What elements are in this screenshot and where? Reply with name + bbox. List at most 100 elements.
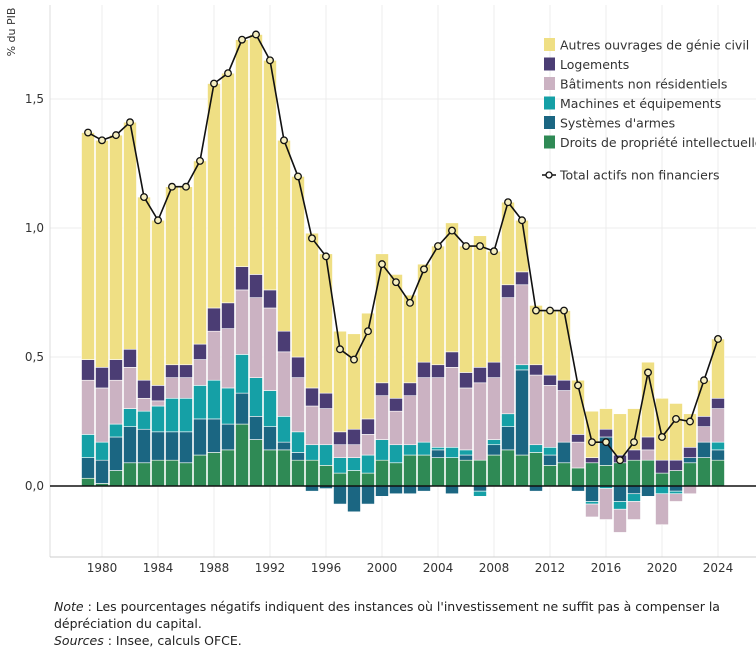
bar-segment bbox=[403, 444, 417, 456]
bar-segment bbox=[81, 359, 95, 381]
bar-segment bbox=[431, 245, 445, 366]
bar-segment bbox=[333, 472, 347, 487]
bar-segment bbox=[389, 462, 403, 487]
bar-segment bbox=[305, 485, 319, 492]
bar-segment bbox=[529, 485, 543, 492]
note-label: Note bbox=[54, 599, 84, 614]
bar-segment bbox=[235, 266, 249, 291]
bar-segment bbox=[291, 452, 305, 461]
bar-segment bbox=[151, 400, 165, 407]
bar-segment bbox=[263, 59, 277, 291]
bar-segment bbox=[697, 457, 711, 487]
bar-segment bbox=[95, 459, 109, 484]
bar-segment bbox=[109, 470, 123, 487]
bar-segment bbox=[361, 485, 375, 505]
bar-segment bbox=[291, 356, 305, 378]
bar-segment bbox=[361, 472, 375, 487]
bar-segment bbox=[389, 444, 403, 464]
bar-segment bbox=[193, 160, 207, 345]
bar-segment bbox=[403, 395, 417, 446]
bar-segment bbox=[165, 397, 179, 433]
total-point bbox=[644, 368, 652, 377]
x-tick-label: 1980 bbox=[87, 561, 118, 575]
bar-segment bbox=[361, 434, 375, 456]
bar-segment bbox=[249, 377, 263, 417]
bar-segment bbox=[487, 377, 501, 440]
bar-segment bbox=[557, 390, 571, 443]
bar-segment bbox=[711, 449, 725, 461]
bar-segment bbox=[445, 485, 459, 495]
bar-segment bbox=[347, 428, 361, 446]
total-point bbox=[350, 355, 358, 364]
bar-segment bbox=[333, 330, 347, 433]
bar-segment bbox=[109, 359, 123, 381]
bar-segment bbox=[487, 444, 501, 456]
total-point bbox=[532, 306, 540, 315]
bar-segment bbox=[207, 418, 221, 453]
bar-segment bbox=[263, 307, 277, 391]
bar-segment bbox=[249, 416, 263, 440]
bar-segment bbox=[123, 408, 137, 427]
bar-segment bbox=[81, 434, 95, 458]
bar-segment bbox=[683, 457, 697, 464]
bar-segment bbox=[417, 361, 431, 378]
bar-segment bbox=[571, 485, 585, 492]
bar-segment bbox=[235, 392, 249, 425]
bar-segment bbox=[515, 271, 529, 286]
total-point bbox=[658, 433, 666, 441]
bar-segment bbox=[445, 457, 459, 487]
bar-segment bbox=[669, 485, 683, 492]
total-point bbox=[280, 136, 288, 145]
bar-segment bbox=[333, 444, 347, 458]
bar-segment bbox=[711, 397, 725, 409]
bar-segment bbox=[179, 377, 193, 399]
stacked-bar-chart: 0,0 0,5 1,0 1,5 1980 1984 1988 1992 1996 2000 2004… bbox=[5, 5, 756, 575]
bar-segment bbox=[151, 405, 165, 433]
bar-segment bbox=[585, 503, 599, 518]
bar-segment bbox=[277, 449, 291, 487]
total-point bbox=[308, 234, 316, 243]
total-point bbox=[196, 156, 204, 165]
bar-segment bbox=[655, 472, 669, 487]
x-tick-label: 1988 bbox=[199, 561, 230, 575]
bar-segment bbox=[669, 470, 683, 487]
bar-segment bbox=[375, 253, 389, 384]
bar-segment bbox=[599, 488, 613, 520]
bar-segment bbox=[137, 379, 151, 399]
bar-segment bbox=[473, 367, 487, 384]
bar-segment bbox=[627, 408, 641, 451]
bar-segment bbox=[347, 333, 361, 430]
bar-segment bbox=[641, 459, 655, 487]
x-tick-label: 2016 bbox=[591, 561, 622, 575]
bar-segment bbox=[599, 428, 613, 438]
bar-segment bbox=[515, 364, 529, 371]
bar-segment bbox=[501, 284, 515, 298]
x-tick-label: 2012 bbox=[535, 561, 566, 575]
bar-segment bbox=[711, 459, 725, 487]
bar-segment bbox=[305, 387, 319, 407]
bar-segment bbox=[613, 462, 627, 487]
bar-segment bbox=[81, 379, 95, 435]
bar-segment bbox=[571, 379, 585, 435]
bar-segment bbox=[655, 493, 669, 525]
x-tick-label: 1992 bbox=[255, 561, 286, 575]
bar-segment bbox=[165, 459, 179, 487]
bar-segment bbox=[529, 374, 543, 446]
bar-segment bbox=[389, 274, 403, 399]
bar-segment bbox=[347, 470, 361, 487]
bar-segment bbox=[557, 310, 571, 381]
total-point bbox=[490, 247, 498, 256]
bar-segment bbox=[697, 379, 711, 417]
bar-segment bbox=[711, 338, 725, 399]
bar-segment bbox=[207, 307, 221, 332]
bar-segment bbox=[655, 485, 669, 495]
y-axis-label: % du PIB bbox=[5, 8, 18, 57]
total-point bbox=[392, 278, 400, 287]
total-point bbox=[672, 414, 680, 423]
total-point bbox=[574, 381, 582, 390]
bar-segment bbox=[179, 364, 193, 378]
bar-segment bbox=[627, 493, 641, 502]
bar-segment bbox=[431, 449, 445, 458]
bar-segment bbox=[543, 385, 557, 448]
bar-segment bbox=[585, 462, 599, 487]
